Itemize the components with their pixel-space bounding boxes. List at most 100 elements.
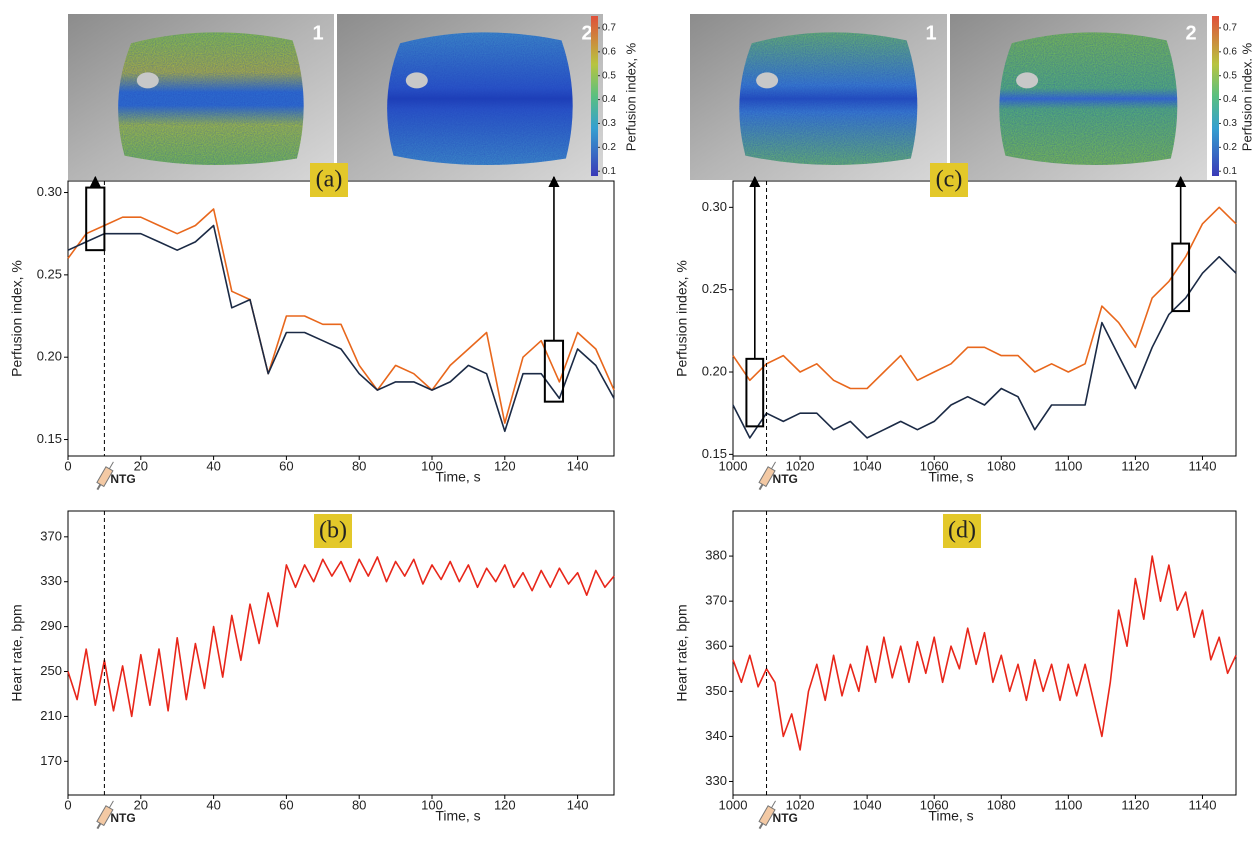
ntg-label: NTG bbox=[773, 811, 798, 825]
panel-label-box bbox=[930, 163, 968, 197]
y-tick-label: 0.30 bbox=[702, 199, 727, 214]
x-axis-label: Time, s bbox=[928, 808, 973, 824]
syringe-needle bbox=[771, 461, 776, 470]
image-number: 1 bbox=[925, 22, 936, 44]
x-tick-label: 1120 bbox=[1121, 797, 1149, 812]
x-tick-label: 1040 bbox=[853, 797, 882, 812]
ntg-label: NTG bbox=[110, 811, 135, 825]
colorbar-tick-label: 0.2 bbox=[1223, 142, 1237, 153]
syringe-plunger bbox=[96, 483, 102, 491]
x-tick-label: 0 bbox=[64, 458, 71, 473]
colorbar bbox=[591, 16, 598, 176]
syringe-plunger bbox=[96, 822, 102, 830]
perfusion-speckle bbox=[118, 32, 304, 166]
y-tick-label: 330 bbox=[40, 573, 62, 588]
data-line bbox=[67, 208, 615, 424]
colorbar-tick-label: 0.4 bbox=[1223, 94, 1237, 105]
y-tick-label: 360 bbox=[705, 638, 727, 653]
y-tick-label: 350 bbox=[705, 683, 727, 698]
y-tick-label: 0.20 bbox=[37, 349, 62, 364]
syringe-plunger bbox=[758, 822, 764, 830]
plot-frame bbox=[67, 180, 615, 457]
x-tick-label: 80 bbox=[352, 797, 366, 812]
x-tick-label: 1040 bbox=[853, 458, 882, 473]
syringe-needle bbox=[771, 800, 776, 809]
x-tick-label: 140 bbox=[567, 458, 589, 473]
syringe-icon bbox=[96, 800, 114, 830]
x-tick-label: 1060 bbox=[920, 458, 949, 473]
ntg-label: NTG bbox=[773, 472, 798, 486]
x-tick-label: 1020 bbox=[786, 458, 815, 473]
y-tick-label: 0.15 bbox=[702, 446, 727, 461]
syringe-needle bbox=[108, 800, 114, 809]
x-tick-label: 1100 bbox=[1054, 458, 1082, 473]
colorbar-tick-label: 0.4 bbox=[602, 94, 616, 105]
y-tick-label: 380 bbox=[705, 548, 727, 563]
probe bbox=[756, 72, 779, 89]
colorbar-tick-label: 0.1 bbox=[1223, 166, 1237, 177]
x-tick-label: 1100 bbox=[1054, 797, 1082, 812]
y-tick-label: 370 bbox=[40, 528, 62, 543]
syringe-plunger bbox=[758, 483, 764, 491]
colorbar-tick-label: 0.7 bbox=[1223, 23, 1237, 34]
y-tick-label: 0.25 bbox=[702, 281, 727, 296]
y-tick-label: 210 bbox=[40, 708, 62, 723]
x-tick-label: 1060 bbox=[920, 797, 949, 812]
data-line bbox=[67, 556, 615, 718]
y-tick-label: 0.15 bbox=[37, 431, 62, 446]
data-line bbox=[732, 206, 1237, 390]
x-tick-label: 1120 bbox=[1121, 458, 1149, 473]
x-tick-label: 80 bbox=[352, 458, 366, 473]
syringe-needle bbox=[108, 461, 114, 470]
plot-frame bbox=[732, 510, 1237, 796]
x-tick-label: 60 bbox=[279, 797, 293, 812]
x-tick-label: 1140 bbox=[1188, 797, 1216, 812]
probe bbox=[405, 72, 428, 89]
image-number: 2 bbox=[1185, 22, 1196, 44]
y-tick-label: 290 bbox=[40, 618, 62, 633]
syringe-icon bbox=[758, 461, 776, 491]
perfusion-speckle bbox=[999, 32, 1178, 166]
colorbar-tick-label: 0.6 bbox=[1223, 46, 1237, 57]
probe bbox=[136, 72, 159, 89]
panel-label: (c) bbox=[936, 167, 963, 193]
colorbar-tick-label: 0.5 bbox=[602, 70, 616, 81]
colorbar-tick-label: 0.2 bbox=[602, 142, 616, 153]
colorbar bbox=[1212, 16, 1219, 176]
x-tick-label: 40 bbox=[206, 458, 220, 473]
ntg-label: NTG bbox=[110, 472, 135, 486]
y-tick-label: 250 bbox=[40, 663, 62, 678]
plot-frame bbox=[67, 510, 615, 796]
y-tick-label: 0.30 bbox=[37, 184, 62, 199]
x-axis-label: Time, s bbox=[435, 469, 480, 485]
data-line bbox=[67, 224, 615, 433]
panel-label: (b) bbox=[319, 518, 347, 544]
x-tick-label: 1140 bbox=[1188, 458, 1216, 473]
syringe-icon bbox=[96, 461, 114, 491]
y-axis-label: Perfusion index, % bbox=[674, 260, 690, 377]
x-tick-label: 1020 bbox=[786, 797, 815, 812]
y-tick-label: 170 bbox=[40, 753, 62, 768]
y-tick-label: 370 bbox=[705, 593, 727, 608]
colorbar-tick-label: 0.6 bbox=[602, 46, 616, 57]
colorbar-tick-label: 0.3 bbox=[602, 118, 616, 129]
colorbar-tick-label: 0.3 bbox=[1223, 118, 1237, 129]
x-tick-label: 0 bbox=[64, 797, 71, 812]
x-tick-label: 20 bbox=[134, 458, 148, 473]
image-number: 2 bbox=[581, 22, 592, 44]
y-axis-label: Heart rate, bpm bbox=[9, 604, 25, 701]
perfusion-speckle bbox=[387, 32, 573, 166]
x-tick-label: 1000 bbox=[719, 458, 748, 473]
image-number: 1 bbox=[312, 22, 323, 44]
y-tick-label: 340 bbox=[705, 728, 727, 743]
x-tick-label: 1080 bbox=[987, 458, 1016, 473]
x-tick-label: 20 bbox=[134, 797, 148, 812]
probe bbox=[1016, 72, 1039, 89]
y-tick-label: 0.20 bbox=[702, 363, 727, 378]
y-axis-label: Perfusion index, % bbox=[9, 260, 25, 377]
panel-label-box bbox=[943, 514, 981, 548]
x-tick-label: 120 bbox=[494, 797, 516, 812]
x-axis-label: Time, s bbox=[435, 808, 480, 824]
perfusion-speckle bbox=[739, 32, 918, 166]
